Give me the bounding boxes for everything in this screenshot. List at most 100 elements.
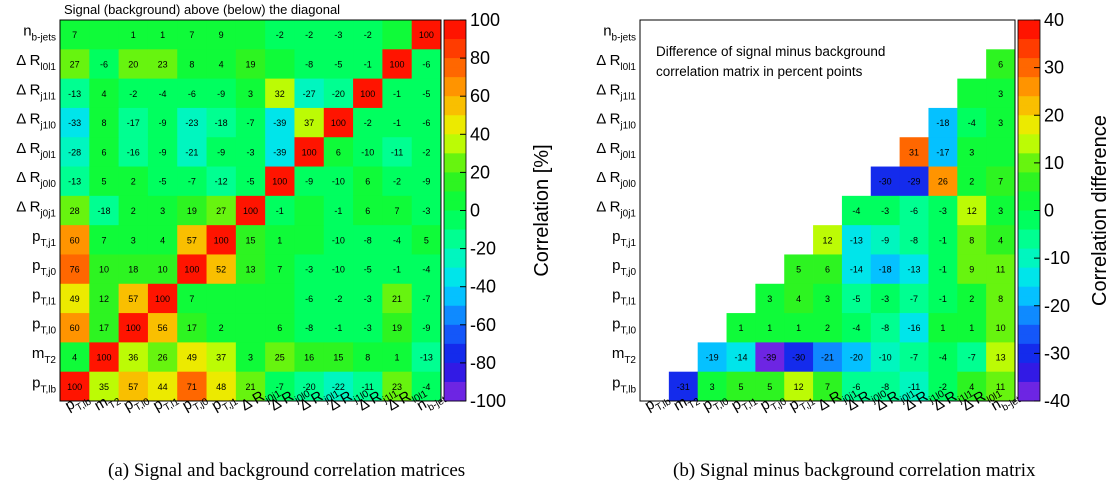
cell-value: 3 [767,294,772,304]
colorbar-band [444,153,466,164]
heatmap-cell [118,166,149,197]
colorbar-band [1018,324,1040,335]
y-tick-label: Δ Rj1l0 [596,111,636,132]
y-tick-label: pT,l0 [612,316,636,337]
cell-value: -30 [879,177,892,187]
cell-value: 7 [998,177,1003,187]
colorbar-band [1018,362,1040,373]
colorbar-tick-label: 20 [1044,105,1064,125]
cell-value: -6 [100,59,108,69]
colorbar-band [1018,277,1040,288]
heatmap-cell [294,78,325,109]
colorbar-band [1018,305,1040,316]
heatmap-cell [235,107,266,138]
heatmap-cell [323,49,354,80]
heatmap-cell [870,225,901,255]
heatmap-cell [265,283,295,314]
cell-value: -13 [908,265,921,275]
heatmap-cell [382,195,413,226]
cell-value: 13 [245,265,255,275]
heatmap-cell [235,166,266,197]
heatmap-cell [177,254,207,285]
cell-value: 1 [277,235,282,245]
colorbar-band [444,58,466,69]
cell-value: -2 [422,147,430,157]
y-tick-label: pT,lb [612,374,636,395]
cell-value: 3 [131,235,136,245]
cell-value: -1 [334,323,342,333]
heatmap-cell [147,20,178,50]
heatmap-cell [411,49,442,80]
cell-value: 1 [767,323,772,333]
heatmap-cell [60,107,90,138]
cell-value: 8 [998,294,1003,304]
heatmap-cell [841,225,872,255]
cell-value: 3 [160,206,165,216]
heatmap-cell [957,107,987,138]
cell-value: 44 [158,382,168,392]
cell-value: 15 [333,353,343,363]
colorbar-band [1018,86,1040,97]
cell-value: 56 [158,323,168,333]
cell-value: -6 [422,59,430,69]
cell-value: 5 [796,265,801,275]
colorbar-band [1018,267,1040,278]
cell-value: -7 [276,382,284,392]
colorbar-tick-label: 40 [1044,10,1064,30]
heatmap-cell [235,283,266,314]
heatmap-cell [177,313,207,343]
cell-value: -1 [393,265,401,275]
heatmap-cell [235,313,266,343]
y-tick-label: pT,lb [32,374,56,395]
colorbar-tick-label: 20 [470,162,490,182]
heatmap-cell [813,371,843,402]
cell-value: 5 [738,382,743,392]
cell-value: 26 [158,353,168,363]
cell-value: 57 [187,235,197,245]
colorbar-band [444,162,466,173]
cell-value: 25 [275,353,285,363]
heatmap-cell [986,137,1016,167]
heatmap-cell [147,254,178,285]
heatmap-cell [813,254,843,285]
cell-value: 6 [365,177,370,187]
colorbar-band [1018,58,1040,69]
cell-value: -16 [127,147,140,157]
cell-value: 8 [189,59,194,69]
y-tick-label: Δ Rl0l1 [596,52,636,73]
colorbar-band [444,248,466,259]
heatmap-cell [89,137,120,167]
heatmap-cell [60,254,90,285]
heatmap-cell [870,195,901,226]
cell-value: 7 [101,235,106,245]
cell-value: -5 [246,177,254,187]
cell-value: 2 [131,206,136,216]
colorbar-tick-label: -100 [470,391,506,411]
cell-value: -4 [159,89,167,99]
colorbar-band [1018,391,1040,402]
heatmap-cell [323,313,354,343]
colorbar-tick-label: -20 [1044,296,1070,316]
colorbar-band [444,239,466,250]
cell-value: -27 [303,89,316,99]
heatmap-cell [265,49,295,80]
cell-value: -18 [215,118,228,128]
heatmap-cell [60,137,90,167]
heatmap-cell [294,225,325,255]
heatmap-cell [265,137,295,167]
heatmap-cell [986,195,1016,226]
cell-value: 3 [998,89,1003,99]
cell-value: 1 [738,323,743,333]
heatmap-cell [899,283,929,314]
colorbar-band [444,305,466,316]
heatmap-cell [60,225,90,255]
colorbar-band [1018,124,1040,135]
heatmap-cell [177,166,207,197]
heatmap-cell [235,195,266,226]
cell-value: 37 [216,353,226,363]
colorbar-band [444,391,466,402]
colorbar-tick-label: 60 [470,86,490,106]
colorbar-band [444,286,466,297]
heatmap-cell [89,313,120,343]
heatmap-cell [957,283,987,314]
